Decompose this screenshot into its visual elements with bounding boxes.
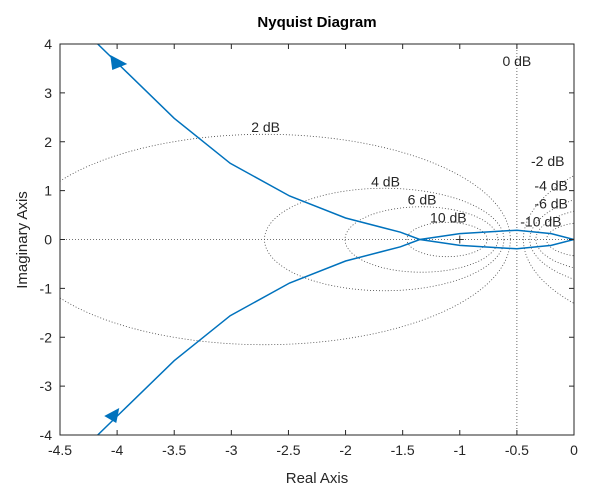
y-tick-label: 4 bbox=[44, 36, 52, 52]
m-circle-label: 10 dB bbox=[430, 209, 467, 225]
m-circle-label: 0 dB bbox=[502, 53, 531, 69]
m-circle bbox=[264, 187, 505, 292]
x-tick-label: -3 bbox=[225, 442, 238, 458]
m-circle-labels: 2 dB 4 dB 6 dB 10 dB -2 dB -4 dB -6 dB -10 dB 0 … bbox=[251, 53, 568, 230]
critical-point-marker bbox=[455, 235, 464, 244]
series-group bbox=[97, 44, 574, 435]
x-tick-label: 0 bbox=[570, 442, 578, 458]
axis-ticks: -4.5 -4 -3.5 -3 -2.5 -2 -1.5 -1 -0.5 043210-1-2-3… bbox=[40, 36, 579, 458]
direction-arrow-upper bbox=[110, 55, 128, 71]
direction-arrow-lower bbox=[104, 407, 120, 423]
x-tick-label: -4.5 bbox=[48, 442, 72, 458]
m-circle bbox=[60, 133, 511, 346]
y-tick-label: -4 bbox=[40, 427, 53, 443]
nyquist-branch-2 bbox=[97, 229, 574, 435]
m-circle-label: -4 dB bbox=[534, 178, 567, 194]
m-circle-grid bbox=[60, 44, 574, 435]
m-circle-label: -10 dB bbox=[520, 214, 561, 230]
m-circle bbox=[546, 222, 574, 257]
y-axis-label: Imaginary Axis bbox=[14, 191, 31, 289]
nyquist-branch-1 bbox=[97, 44, 574, 250]
m-circle bbox=[344, 206, 499, 273]
m-circle-label: 4 dB bbox=[371, 174, 400, 190]
m-circle bbox=[406, 221, 488, 258]
m-circle-label: 6 dB bbox=[408, 191, 437, 207]
x-tick-label: -1 bbox=[454, 442, 467, 458]
m-circle-label: 2 dB bbox=[251, 119, 280, 135]
x-axis-label: Real Axis bbox=[286, 470, 349, 487]
x-tick-label: -3.5 bbox=[162, 442, 186, 458]
x-tick-label: -2.5 bbox=[276, 442, 300, 458]
y-tick-label: -3 bbox=[40, 378, 53, 394]
y-tick-label: 2 bbox=[44, 134, 52, 150]
y-tick-label: 0 bbox=[44, 232, 52, 248]
y-tick-label: 1 bbox=[44, 183, 52, 199]
x-tick-label: -4 bbox=[111, 442, 124, 458]
chart-title: Nyquist Diagram bbox=[257, 14, 376, 31]
plot-area-frame bbox=[59, 43, 575, 436]
m-circle-label: -2 dB bbox=[531, 153, 564, 169]
m-circle bbox=[523, 175, 574, 304]
x-tick-label: -0.5 bbox=[505, 442, 529, 458]
m-circle-label: -6 dB bbox=[534, 196, 567, 212]
y-tick-label: -1 bbox=[40, 280, 53, 296]
x-tick-label: -1.5 bbox=[391, 442, 415, 458]
y-tick-label: 3 bbox=[44, 85, 52, 101]
y-tick-label: -2 bbox=[40, 329, 53, 345]
x-tick-label: -2 bbox=[339, 442, 352, 458]
m-circle bbox=[529, 199, 574, 280]
